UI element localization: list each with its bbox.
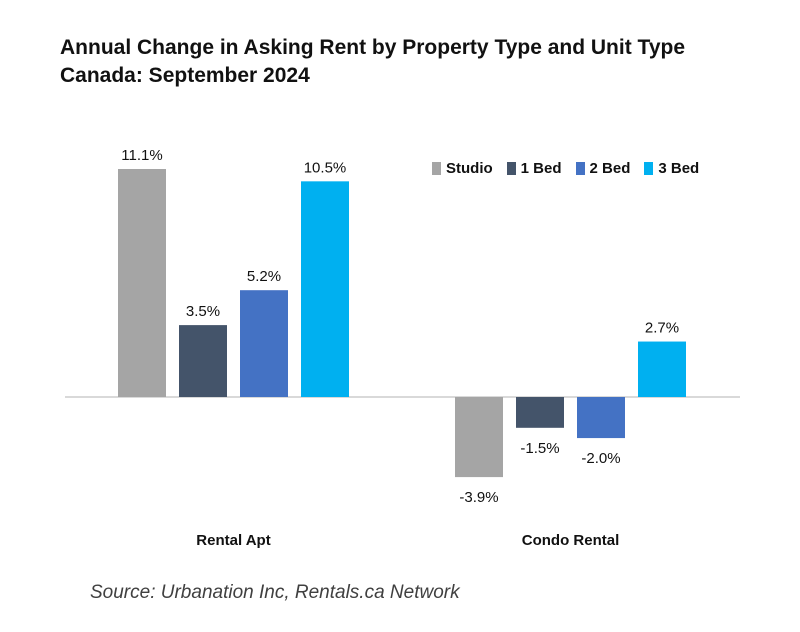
data-label-condo-rental-3-bed: 2.7%	[645, 320, 679, 337]
bar-condo-rental-3-bed	[638, 341, 686, 397]
legend-swatch-2-bed	[575, 162, 585, 175]
legend-swatch-studio	[432, 162, 441, 175]
data-label-rental-apt-studio: 11.1%	[121, 147, 162, 164]
legend-item-studio: Studio	[432, 160, 493, 177]
data-label-rental-apt-1-bed: 3.5%	[186, 303, 220, 320]
source-note: Source: Urbanation Inc, Rentals.ca Netwo…	[90, 582, 460, 603]
bar-rental-apt-1-bed	[179, 325, 227, 397]
legend-item-3-bed: 3 Bed	[644, 160, 699, 177]
bar-rental-apt-studio	[118, 169, 166, 397]
data-label-condo-rental-1-bed: -1.5%	[520, 440, 559, 457]
legend-label-studio: Studio	[446, 160, 493, 177]
legend-label-2-bed: 2 Bed	[589, 160, 631, 177]
legend-item-2-bed: 2 Bed	[575, 160, 631, 177]
bar-rental-apt-3-bed	[301, 181, 349, 397]
legend-label-3-bed: 3 Bed	[658, 160, 700, 177]
chart-title-block: Annual Change in Asking Rent by Property…	[60, 34, 685, 90]
data-label-condo-rental-2-bed: -2.0%	[581, 450, 620, 467]
legend-swatch-1-bed	[506, 162, 516, 175]
data-label-rental-apt-2-bed: 5.2%	[247, 268, 281, 285]
category-label-rental-apt: Rental Apt	[196, 532, 270, 549]
legend-item-1-bed: 1 Bed	[506, 160, 562, 177]
legend: Studio 1 Bed 2 Bed 3 Bed	[432, 160, 699, 177]
bar-condo-rental-studio	[455, 397, 503, 478]
chart-subtitle: Canada: September 2024	[60, 64, 310, 87]
legend-swatch-3-bed	[644, 162, 654, 175]
data-label-condo-rental-studio: -3.9%	[459, 489, 498, 506]
bar-condo-rental-2-bed	[577, 397, 625, 439]
bar-condo-rental-1-bed	[516, 397, 564, 428]
legend-label-1-bed: 1 Bed	[520, 160, 562, 177]
category-label-condo-rental: Condo Rental	[522, 532, 620, 549]
chart-title: Annual Change in Asking Rent by Property…	[60, 36, 686, 59]
bar-rental-apt-2-bed	[240, 290, 288, 397]
data-label-rental-apt-3-bed: 10.5%	[304, 159, 347, 176]
